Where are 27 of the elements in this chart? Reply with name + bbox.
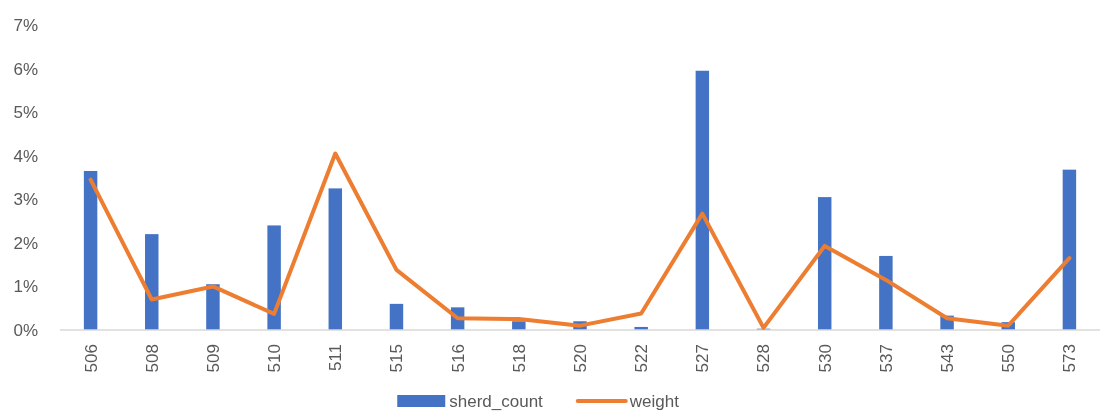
x-tick-label: 520: [570, 344, 590, 373]
x-tick-label: 528: [754, 344, 774, 373]
y-tick-label: 5%: [13, 103, 38, 123]
x-tick-label: 527: [693, 344, 713, 373]
x-tick-label: 511: [326, 344, 346, 372]
x-tick-label: 522: [632, 344, 652, 373]
x-tick-label: 509: [203, 344, 223, 373]
x-tick-label: 537: [876, 344, 896, 373]
y-tick-label: 0%: [13, 320, 38, 340]
y-tick-label: 2%: [13, 233, 38, 253]
x-tick-label: 573: [1060, 344, 1080, 373]
legend-label: sherd_count: [449, 392, 544, 411]
x-tick-label: 508: [142, 344, 162, 373]
x-tick-label: 550: [999, 344, 1019, 373]
x-tick-label: 516: [448, 344, 468, 373]
x-tick-label: 543: [938, 344, 958, 373]
x-tick-label: 518: [509, 344, 529, 373]
y-tick-label: 4%: [13, 146, 38, 166]
y-tick-label: 3%: [13, 190, 38, 210]
y-tick-label: 1%: [13, 277, 38, 297]
x-tick-label: 530: [815, 344, 835, 373]
x-tick-label: 510: [265, 344, 285, 373]
y-tick-label: 6%: [13, 59, 38, 79]
y-tick-label: 7%: [13, 15, 38, 35]
x-tick-label: 506: [81, 344, 101, 373]
legend-label: weight: [628, 392, 680, 411]
x-tick-label: 515: [387, 344, 407, 373]
